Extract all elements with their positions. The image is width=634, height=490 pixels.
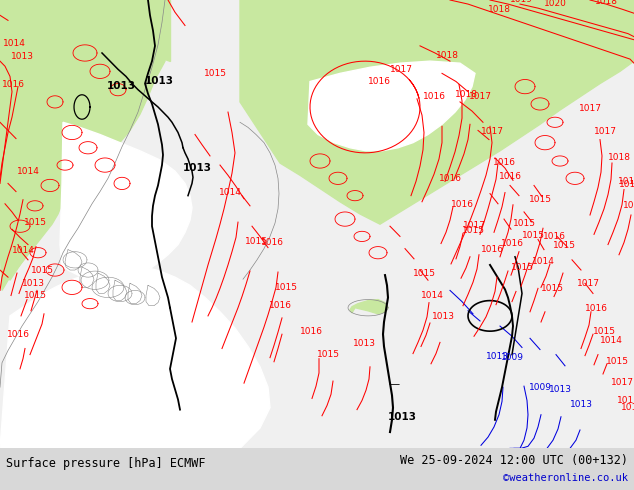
Text: 1013: 1013: [388, 412, 417, 422]
Text: —: —: [388, 379, 399, 389]
Text: 1009: 1009: [529, 383, 552, 392]
Text: 1015: 1015: [621, 403, 634, 412]
Text: 1016: 1016: [451, 200, 474, 209]
Text: 1016: 1016: [543, 232, 566, 241]
Text: 1013: 1013: [183, 163, 212, 173]
Polygon shape: [0, 0, 170, 61]
Text: 1016: 1016: [368, 76, 391, 86]
Text: Surface pressure [hPa] ECMWF: Surface pressure [hPa] ECMWF: [6, 457, 205, 470]
Polygon shape: [0, 265, 270, 448]
Text: 1014: 1014: [531, 257, 555, 267]
Text: 1015: 1015: [529, 195, 552, 204]
Text: 1013: 1013: [548, 385, 571, 394]
Text: 1015: 1015: [541, 284, 564, 293]
Text: 1017: 1017: [469, 92, 491, 101]
Text: 1015: 1015: [552, 241, 576, 250]
Text: ©weatheronline.co.uk: ©weatheronline.co.uk: [503, 473, 628, 483]
Text: 1015: 1015: [204, 69, 226, 78]
Text: 1017: 1017: [611, 378, 633, 387]
Text: 1016: 1016: [2, 79, 25, 89]
Text: 1014: 1014: [600, 336, 623, 345]
Text: 1015: 1015: [593, 327, 616, 336]
Text: 1015: 1015: [510, 264, 533, 272]
Text: 1016: 1016: [261, 238, 283, 247]
Text: 1017: 1017: [389, 65, 413, 74]
Text: We 25-09-2024 12:00 UTC (00+132): We 25-09-2024 12:00 UTC (00+132): [400, 454, 628, 466]
Text: 1018: 1018: [623, 201, 634, 210]
Text: 1015: 1015: [605, 357, 628, 366]
Text: 1015: 1015: [522, 231, 545, 240]
Text: 1015: 1015: [462, 226, 484, 235]
Text: 1009: 1009: [500, 353, 524, 362]
Polygon shape: [60, 122, 192, 281]
Polygon shape: [0, 194, 50, 280]
Text: 1014: 1014: [219, 188, 242, 197]
Text: 1017: 1017: [616, 396, 634, 405]
Text: 1018: 1018: [595, 0, 618, 6]
Polygon shape: [55, 369, 118, 387]
Polygon shape: [0, 0, 165, 257]
Polygon shape: [240, 0, 634, 224]
Polygon shape: [308, 61, 475, 151]
Text: 1013: 1013: [569, 400, 593, 409]
Text: 1016: 1016: [422, 92, 446, 101]
Text: 1013: 1013: [107, 81, 136, 91]
Text: 1019: 1019: [618, 177, 634, 186]
Text: 1015: 1015: [512, 219, 536, 228]
Polygon shape: [350, 299, 388, 314]
Text: 1019: 1019: [619, 180, 634, 189]
Text: 1017: 1017: [578, 103, 602, 113]
Text: 1016: 1016: [269, 301, 292, 310]
Text: 1016: 1016: [500, 239, 524, 248]
Text: 1016: 1016: [498, 172, 522, 181]
Text: 1014: 1014: [16, 167, 39, 176]
Text: 1013: 1013: [145, 75, 174, 86]
Text: 1013: 1013: [486, 352, 508, 361]
Text: 1015: 1015: [316, 350, 339, 359]
Text: 1016: 1016: [493, 157, 515, 167]
Text: 1015: 1015: [275, 283, 297, 292]
Polygon shape: [480, 0, 634, 92]
Text: 1016: 1016: [299, 327, 323, 336]
Text: 1017: 1017: [576, 279, 600, 288]
Text: 1014: 1014: [11, 246, 34, 255]
Text: 1018: 1018: [436, 50, 458, 59]
Text: 1018: 1018: [607, 153, 630, 163]
Text: 1017: 1017: [462, 220, 486, 230]
Text: 1013: 1013: [22, 279, 44, 288]
Text: 1016: 1016: [481, 245, 503, 254]
Text: 1015: 1015: [413, 269, 436, 278]
Text: 1013: 1013: [11, 51, 34, 61]
Text: 1016: 1016: [439, 174, 462, 183]
Text: 1018: 1018: [488, 5, 511, 14]
Text: 1017: 1017: [593, 127, 616, 136]
Text: 1013: 1013: [432, 313, 455, 321]
Text: 1019: 1019: [510, 0, 533, 4]
Text: 1018: 1018: [455, 90, 477, 99]
Text: 1014: 1014: [420, 291, 443, 300]
Text: 1015: 1015: [30, 266, 53, 274]
Text: 1015: 1015: [23, 291, 46, 300]
Text: 1016: 1016: [6, 330, 30, 339]
Text: 1015: 1015: [245, 237, 268, 246]
Polygon shape: [0, 143, 63, 291]
Text: 1020: 1020: [544, 0, 567, 8]
Text: 1014: 1014: [3, 39, 26, 48]
Text: 1016: 1016: [585, 304, 607, 313]
Text: 1015: 1015: [23, 218, 46, 227]
Text: 1017: 1017: [481, 127, 503, 136]
Text: 1013: 1013: [353, 339, 375, 348]
